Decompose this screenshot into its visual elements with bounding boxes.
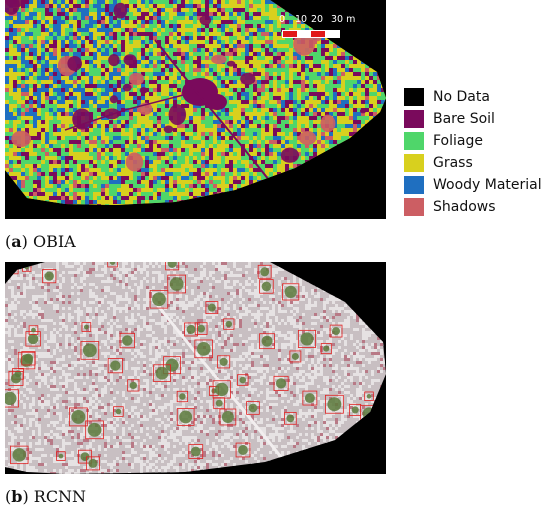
legend-item-shadows: Shadows xyxy=(404,196,542,218)
scale-bar: 0 10 20 30 m xyxy=(278,14,378,40)
legend-swatch-shadows xyxy=(404,198,424,216)
rcnn-photo xyxy=(5,262,386,474)
legend-item-bare-soil: Bare Soil xyxy=(404,108,542,130)
caption-a-letter: a xyxy=(11,232,22,251)
scale-tick-0: 0 xyxy=(279,14,286,25)
caption-b: (b) RCNN xyxy=(5,487,87,506)
legend-swatch-no-data xyxy=(404,88,424,106)
caption-a: (a) OBIA xyxy=(5,232,76,251)
caption-b-text: RCNN xyxy=(33,487,87,506)
legend-label-grass: Grass xyxy=(433,155,473,171)
scale-bar-segments xyxy=(282,30,340,38)
scale-tick-10: 10 xyxy=(295,14,308,25)
legend-swatch-grass xyxy=(404,154,424,172)
legend-swatch-woody-material xyxy=(404,176,424,194)
rcnn-detection-image xyxy=(5,262,386,474)
class-legend: No Data Bare Soil Foliage Grass Woody Ma… xyxy=(404,86,542,218)
legend-item-grass: Grass xyxy=(404,152,542,174)
legend-label-foliage: Foliage xyxy=(433,133,483,149)
legend-item-woody-material: Woody Material xyxy=(404,174,542,196)
scale-tick-20: 20 xyxy=(311,14,324,25)
caption-b-letter: b xyxy=(11,487,23,506)
scale-tick-30m: 30 m xyxy=(331,14,356,25)
legend-label-shadows: Shadows xyxy=(433,199,496,215)
caption-a-text: OBIA xyxy=(32,232,76,251)
legend-label-no-data: No Data xyxy=(433,89,490,105)
legend-item-no-data: No Data xyxy=(404,86,542,108)
legend-label-woody-material: Woody Material xyxy=(433,177,542,193)
legend-swatch-bare-soil xyxy=(404,110,424,128)
legend-item-foliage: Foliage xyxy=(404,130,542,152)
legend-swatch-foliage xyxy=(404,132,424,150)
legend-label-bare-soil: Bare Soil xyxy=(433,111,495,127)
